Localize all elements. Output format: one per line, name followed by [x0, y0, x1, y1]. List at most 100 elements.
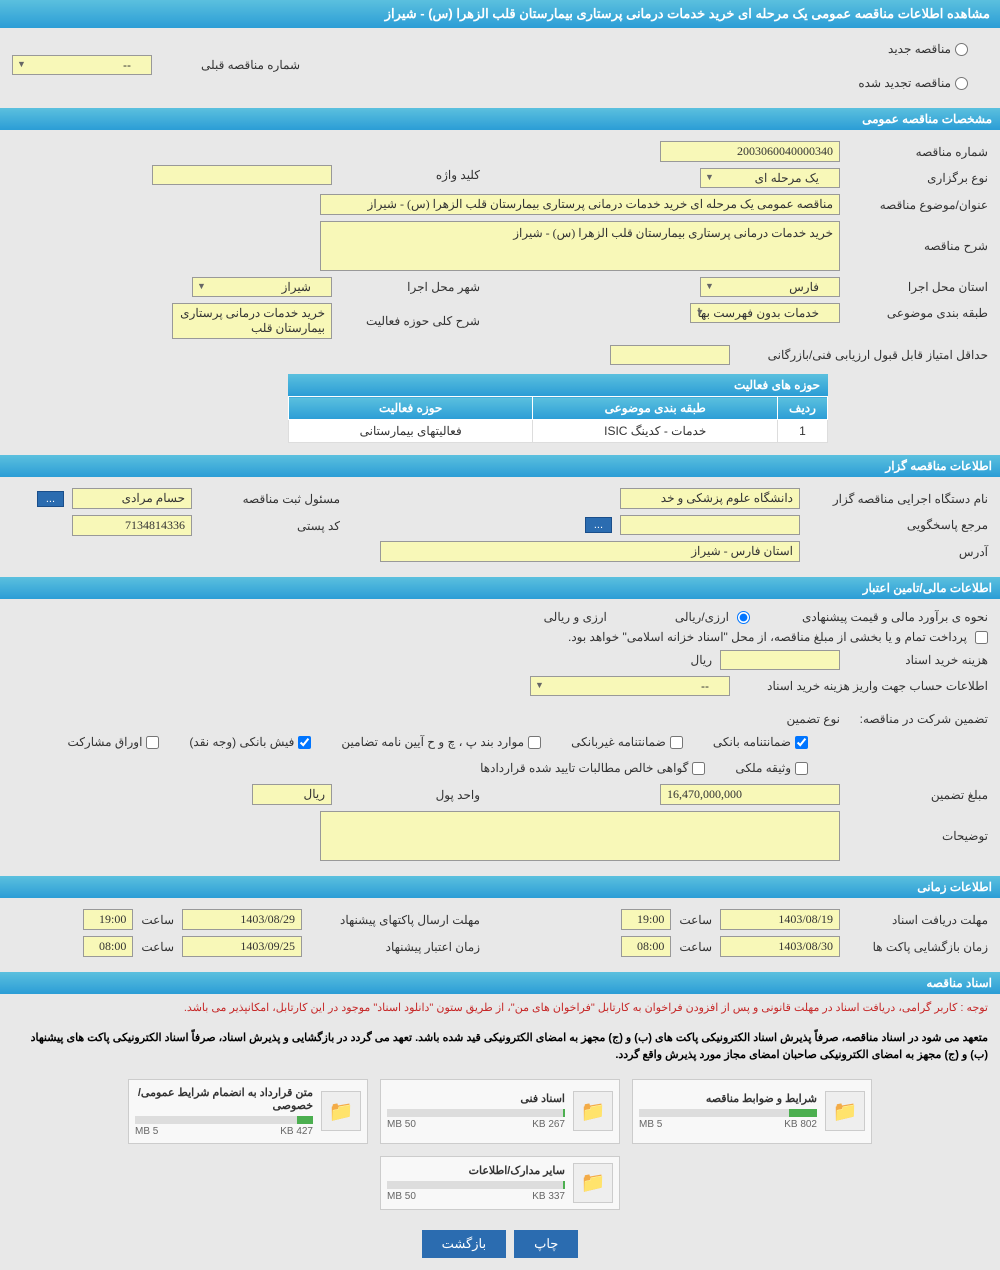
- province-dropdown[interactable]: فارس: [700, 277, 840, 297]
- doc-total: 50 MB: [387, 1191, 416, 1202]
- address-field[interactable]: استان فارس - شیراز: [380, 541, 800, 562]
- chk-nonbank[interactable]: [670, 736, 683, 749]
- doc-used: 802 KB: [784, 1119, 817, 1130]
- docs-grid: 📁 شرایط و ضوابط مناقصه 802 KB5 MB 📁 اسنا…: [0, 1071, 1000, 1218]
- notes-field[interactable]: [320, 811, 840, 861]
- docs-deadline-date[interactable]: 1403/08/19: [720, 909, 840, 930]
- desc-field[interactable]: خرید خدمات درمانی پرستاری بیمارستان قلب …: [320, 221, 840, 271]
- opening-label: زمان بازگشایی پاکت ها: [848, 940, 988, 954]
- category-dropdown[interactable]: خدمات بدون فهرست بها: [690, 303, 840, 323]
- responder-browse-button[interactable]: ...: [585, 517, 612, 533]
- section-general: شماره مناقصه 2003060040000340 نوع برگزار…: [0, 130, 1000, 451]
- doc-used: 267 KB: [532, 1119, 565, 1130]
- account-dropdown[interactable]: --: [530, 676, 730, 696]
- doc-title: شرایط و ضوابط مناقصه: [639, 1092, 817, 1105]
- min-score-field[interactable]: [610, 345, 730, 365]
- responder-label: مرجع پاسخگویی: [808, 518, 988, 532]
- folder-icon: 📁: [321, 1091, 361, 1131]
- chk-property-label: وثیقه ملکی: [735, 761, 791, 775]
- page-title: مشاهده اطلاعات مناقصه عمومی یک مرحله ای …: [0, 0, 1000, 28]
- section-org-header: اطلاعات مناقصه گزار: [0, 455, 1000, 477]
- opening-time[interactable]: 08:00: [621, 936, 671, 957]
- opening-date[interactable]: 1403/08/30: [720, 936, 840, 957]
- chk-receipt[interactable]: [298, 736, 311, 749]
- guarantee-type-label: نوع تضمین: [787, 712, 840, 726]
- city-dropdown[interactable]: شیراز: [192, 277, 332, 297]
- bid-deadline-date[interactable]: 1403/08/29: [182, 909, 302, 930]
- province-label: استان محل اجرا: [848, 280, 988, 294]
- prev-tender-dropdown[interactable]: --: [12, 55, 152, 75]
- doc-card[interactable]: 📁 شرایط و ضوابط مناقصه 802 KB5 MB: [632, 1079, 872, 1144]
- cell: 1: [778, 420, 828, 443]
- chk-bonds-label: اوراق مشارکت: [67, 735, 142, 749]
- type-label: نوع برگزاری: [848, 171, 988, 185]
- account-label: اطلاعات حساب جهت واریز هزینه خرید اسناد: [738, 679, 988, 693]
- chk-property[interactable]: [795, 762, 808, 775]
- bottom-buttons: چاپ بازگشت: [0, 1218, 1000, 1270]
- tender-no-label: شماره مناقصه: [848, 145, 988, 159]
- scope-label: شرح کلی حوزه فعالیت: [340, 314, 480, 328]
- postal-label: کد پستی: [200, 519, 340, 533]
- notes-label: توضیحات: [848, 829, 988, 843]
- folder-icon: 📁: [573, 1163, 613, 1203]
- chk-clauses-label: موارد بند پ ، چ و ح آیین نامه تضامین: [341, 735, 524, 749]
- manager-field[interactable]: حسام مرادی: [72, 488, 192, 509]
- doc-card[interactable]: 📁 متن قرارداد به انضمام شرایط عمومی/خصوص…: [128, 1079, 368, 1144]
- fee-field[interactable]: [720, 650, 840, 670]
- time-label: ساعت: [679, 940, 712, 954]
- city-label: شهر محل اجرا: [340, 280, 480, 294]
- chk-bank[interactable]: [795, 736, 808, 749]
- doc-title: متن قرارداد به انضمام شرایط عمومی/خصوصی: [135, 1086, 313, 1112]
- validity-time[interactable]: 08:00: [83, 936, 133, 957]
- col-activity: حوزه فعالیت: [289, 397, 533, 420]
- amount-label: مبلغ تضمین: [848, 788, 988, 802]
- radio-renewed-label: مناقصه تجدید شده: [858, 76, 951, 90]
- validity-label: زمان اعتبار پیشنهاد: [310, 940, 480, 954]
- bid-deadline-time[interactable]: 19:00: [83, 909, 133, 930]
- chk-bank-label: ضمانتنامه بانکی: [713, 735, 791, 749]
- org-field[interactable]: دانشگاه علوم پزشکی و خد: [620, 488, 800, 509]
- back-button[interactable]: بازگشت: [422, 1230, 506, 1258]
- section-docs-header: اسناد مناقصه: [0, 972, 1000, 994]
- postal-field[interactable]: 7134814336: [72, 515, 192, 536]
- notice-red: توجه : کاربر گرامی، دریافت اسناد در مهلت…: [0, 994, 1000, 1024]
- scope-field[interactable]: خرید خدمات درمانی پرستاری بیمارستان قلب: [172, 303, 332, 339]
- prev-tender-label: شماره مناقصه قبلی: [160, 58, 300, 72]
- section-org: نام دستگاه اجرایی مناقصه گزار دانشگاه عل…: [0, 477, 1000, 573]
- manager-browse-button[interactable]: ...: [37, 491, 64, 507]
- treasury-checkbox[interactable]: [975, 631, 988, 644]
- type-dropdown[interactable]: یک مرحله ای: [700, 168, 840, 188]
- radio-new[interactable]: [955, 43, 968, 56]
- unit-label: واحد پول: [340, 788, 480, 802]
- responder-field[interactable]: [620, 515, 800, 535]
- chk-clauses[interactable]: [528, 736, 541, 749]
- time-label: ساعت: [141, 940, 174, 954]
- validity-date[interactable]: 1403/09/25: [182, 936, 302, 957]
- keyword-field[interactable]: [152, 165, 332, 185]
- min-score-label: حداقل امتیاز قابل قبول ارزیابی فنی/بازرگ…: [738, 348, 988, 362]
- folder-icon: 📁: [573, 1091, 613, 1131]
- treasury-note: پرداخت تمام و یا بخشی از مبلغ مناقصه، از…: [568, 630, 967, 644]
- unit-field[interactable]: ریال: [252, 784, 332, 805]
- folder-icon: 📁: [825, 1091, 865, 1131]
- table-row: 1 خدمات - کدینگ ISIC فعالیتهای بیمارستان…: [289, 420, 828, 443]
- docs-deadline-label: مهلت دریافت اسناد: [848, 913, 988, 927]
- tender-type-radios: مناقصه جدید مناقصه تجدید شده: [838, 36, 988, 96]
- doc-card[interactable]: 📁 اسناد فنی 267 KB50 MB: [380, 1079, 620, 1144]
- title-field[interactable]: مناقصه عمومی یک مرحله ای خرید خدمات درما…: [320, 194, 840, 215]
- chk-cert[interactable]: [692, 762, 705, 775]
- address-label: آدرس: [808, 545, 988, 559]
- currency-radio[interactable]: [737, 611, 750, 624]
- fee-unit: ریال: [690, 653, 712, 667]
- radio-renewed[interactable]: [955, 77, 968, 90]
- section-time: مهلت دریافت اسناد 1403/08/19 ساعت 19:00 …: [0, 898, 1000, 968]
- doc-card[interactable]: 📁 سایر مدارک/اطلاعات 337 KB50 MB: [380, 1156, 620, 1210]
- chk-nonbank-label: ضمانتنامه غیربانکی: [571, 735, 666, 749]
- tender-no-field[interactable]: 2003060040000340: [660, 141, 840, 162]
- print-button[interactable]: چاپ: [514, 1230, 578, 1258]
- docs-deadline-time[interactable]: 19:00: [621, 909, 671, 930]
- keyword-label: کلید واژه: [340, 168, 480, 182]
- doc-used: 427 KB: [280, 1126, 313, 1137]
- amount-field[interactable]: 16,470,000,000: [660, 784, 840, 805]
- chk-bonds[interactable]: [146, 736, 159, 749]
